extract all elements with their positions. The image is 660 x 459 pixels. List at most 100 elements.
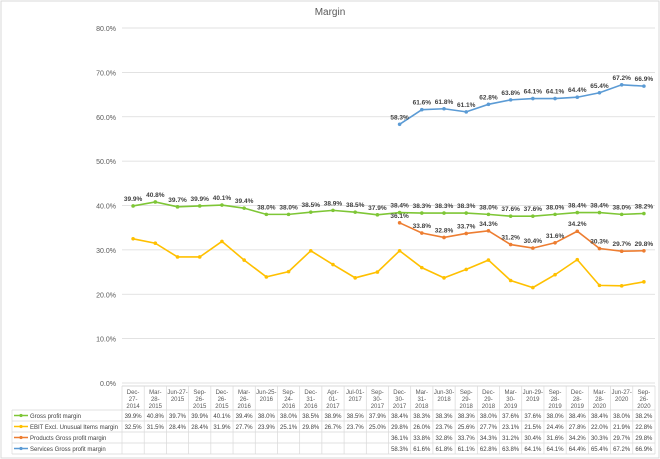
data-point	[242, 258, 246, 262]
data-point	[575, 210, 580, 215]
data-point	[308, 248, 313, 253]
data-point	[619, 212, 624, 217]
y-tick-label: 30.0%	[96, 248, 116, 255]
table-cell: 39.7%	[169, 414, 187, 420]
data-point	[619, 284, 624, 288]
data-point	[531, 246, 535, 250]
table-cell: 31.5%	[147, 425, 165, 431]
category-label: Dec-31-2016	[304, 390, 318, 410]
data-point	[153, 200, 158, 204]
table-cell: 29.8%	[302, 425, 320, 431]
table-cell: 25.6%	[458, 425, 476, 431]
data-point	[442, 211, 446, 215]
category-label: Jun-27-2020	[612, 390, 632, 403]
data-label: 37.6%	[501, 206, 520, 213]
table-cell: 38.9%	[324, 414, 342, 420]
table-cell: 39.9%	[125, 414, 143, 420]
table-cell: 40.1%	[213, 414, 231, 420]
legend-marker	[19, 413, 23, 418]
data-label: 38.4%	[590, 203, 609, 210]
data-point	[553, 96, 557, 101]
table-cell: 27.8%	[569, 425, 587, 431]
data-label: 39.7%	[168, 197, 187, 204]
y-tick-label: 40.0%	[96, 204, 116, 211]
data-point	[508, 278, 513, 283]
data-point	[575, 95, 580, 100]
data-point	[131, 204, 135, 208]
table-cell: 62.8%	[480, 447, 498, 453]
data-point	[375, 270, 380, 274]
table-cell: 66.9%	[635, 447, 653, 453]
data-point	[220, 203, 224, 207]
table-cell: 34.3%	[480, 436, 498, 442]
data-point	[397, 210, 402, 215]
data-point	[420, 107, 424, 112]
table-cell: 38.3%	[436, 414, 454, 420]
table-cell: 31.9%	[213, 425, 231, 431]
data-label: 38.5%	[346, 202, 365, 209]
table-cell: 36.1%	[391, 436, 409, 442]
data-label: 63.8%	[501, 90, 520, 97]
category-label: Dec-29-2018	[482, 390, 496, 410]
data-point	[486, 258, 491, 262]
data-point	[486, 102, 491, 107]
category-label: Mar-31-2018	[415, 390, 429, 410]
table-cell: 27.7%	[236, 425, 254, 431]
table-cell: 64.1%	[524, 447, 542, 453]
data-label: 29.7%	[612, 241, 631, 248]
series-line	[399, 222, 644, 253]
data-point	[131, 236, 135, 241]
data-point	[619, 249, 624, 254]
table-cell: 23.7%	[436, 425, 454, 431]
category-label: Dec-26-2015	[215, 390, 229, 410]
data-point	[597, 210, 602, 215]
data-point	[286, 269, 291, 274]
data-label: 38.0%	[546, 204, 565, 211]
table-cell: 26.0%	[413, 425, 431, 431]
table-cell: 38.3%	[413, 414, 431, 420]
data-label: 61.1%	[457, 102, 476, 109]
table-cell: 29.8%	[391, 425, 409, 431]
table-cell: 63.8%	[502, 447, 520, 453]
table-cell: 38.0%	[480, 414, 498, 420]
data-point	[531, 214, 535, 218]
category-label: Dec-28-2019	[571, 390, 585, 410]
category-label: Jul-01-2017	[346, 390, 364, 403]
table-cell: 37.6%	[524, 414, 542, 420]
data-label: 30.4%	[524, 238, 543, 245]
data-label: 38.2%	[635, 203, 654, 210]
data-label: 38.4%	[390, 203, 409, 210]
data-point	[197, 255, 202, 259]
data-point	[597, 246, 602, 251]
data-point	[508, 214, 513, 218]
table-cell: 38.2%	[635, 414, 653, 420]
series-line	[132, 201, 644, 217]
data-point	[397, 221, 402, 225]
data-label: 38.3%	[435, 203, 454, 210]
y-tick-label: 20.0%	[96, 292, 116, 299]
table-cell: 40.8%	[147, 414, 165, 420]
data-point	[597, 283, 602, 288]
data-point	[197, 204, 202, 208]
data-point	[486, 212, 491, 217]
table-cell: 38.0%	[547, 414, 565, 420]
category-label: Sep-26-2020	[637, 390, 651, 410]
data-point	[619, 83, 624, 87]
table-cell: 28.4%	[191, 425, 209, 431]
table-cell: 64.4%	[569, 447, 587, 453]
table-cell: 31.2%	[502, 436, 520, 442]
data-label: 33.8%	[413, 223, 432, 230]
data-point	[442, 235, 446, 240]
data-point	[264, 212, 269, 217]
table-cell: 29.7%	[613, 436, 631, 442]
table-cell: 67.2%	[613, 447, 631, 453]
table-cell: 29.8%	[635, 436, 653, 442]
table-cell: 32.5%	[125, 425, 143, 431]
data-point	[642, 211, 646, 216]
data-label: 38.3%	[457, 203, 476, 210]
category-label: Dec-30-2017	[393, 390, 407, 410]
data-point	[264, 275, 269, 279]
data-label: 61.6%	[413, 100, 432, 107]
category-label: Jun-30-2018	[434, 390, 454, 403]
data-point	[642, 280, 646, 284]
